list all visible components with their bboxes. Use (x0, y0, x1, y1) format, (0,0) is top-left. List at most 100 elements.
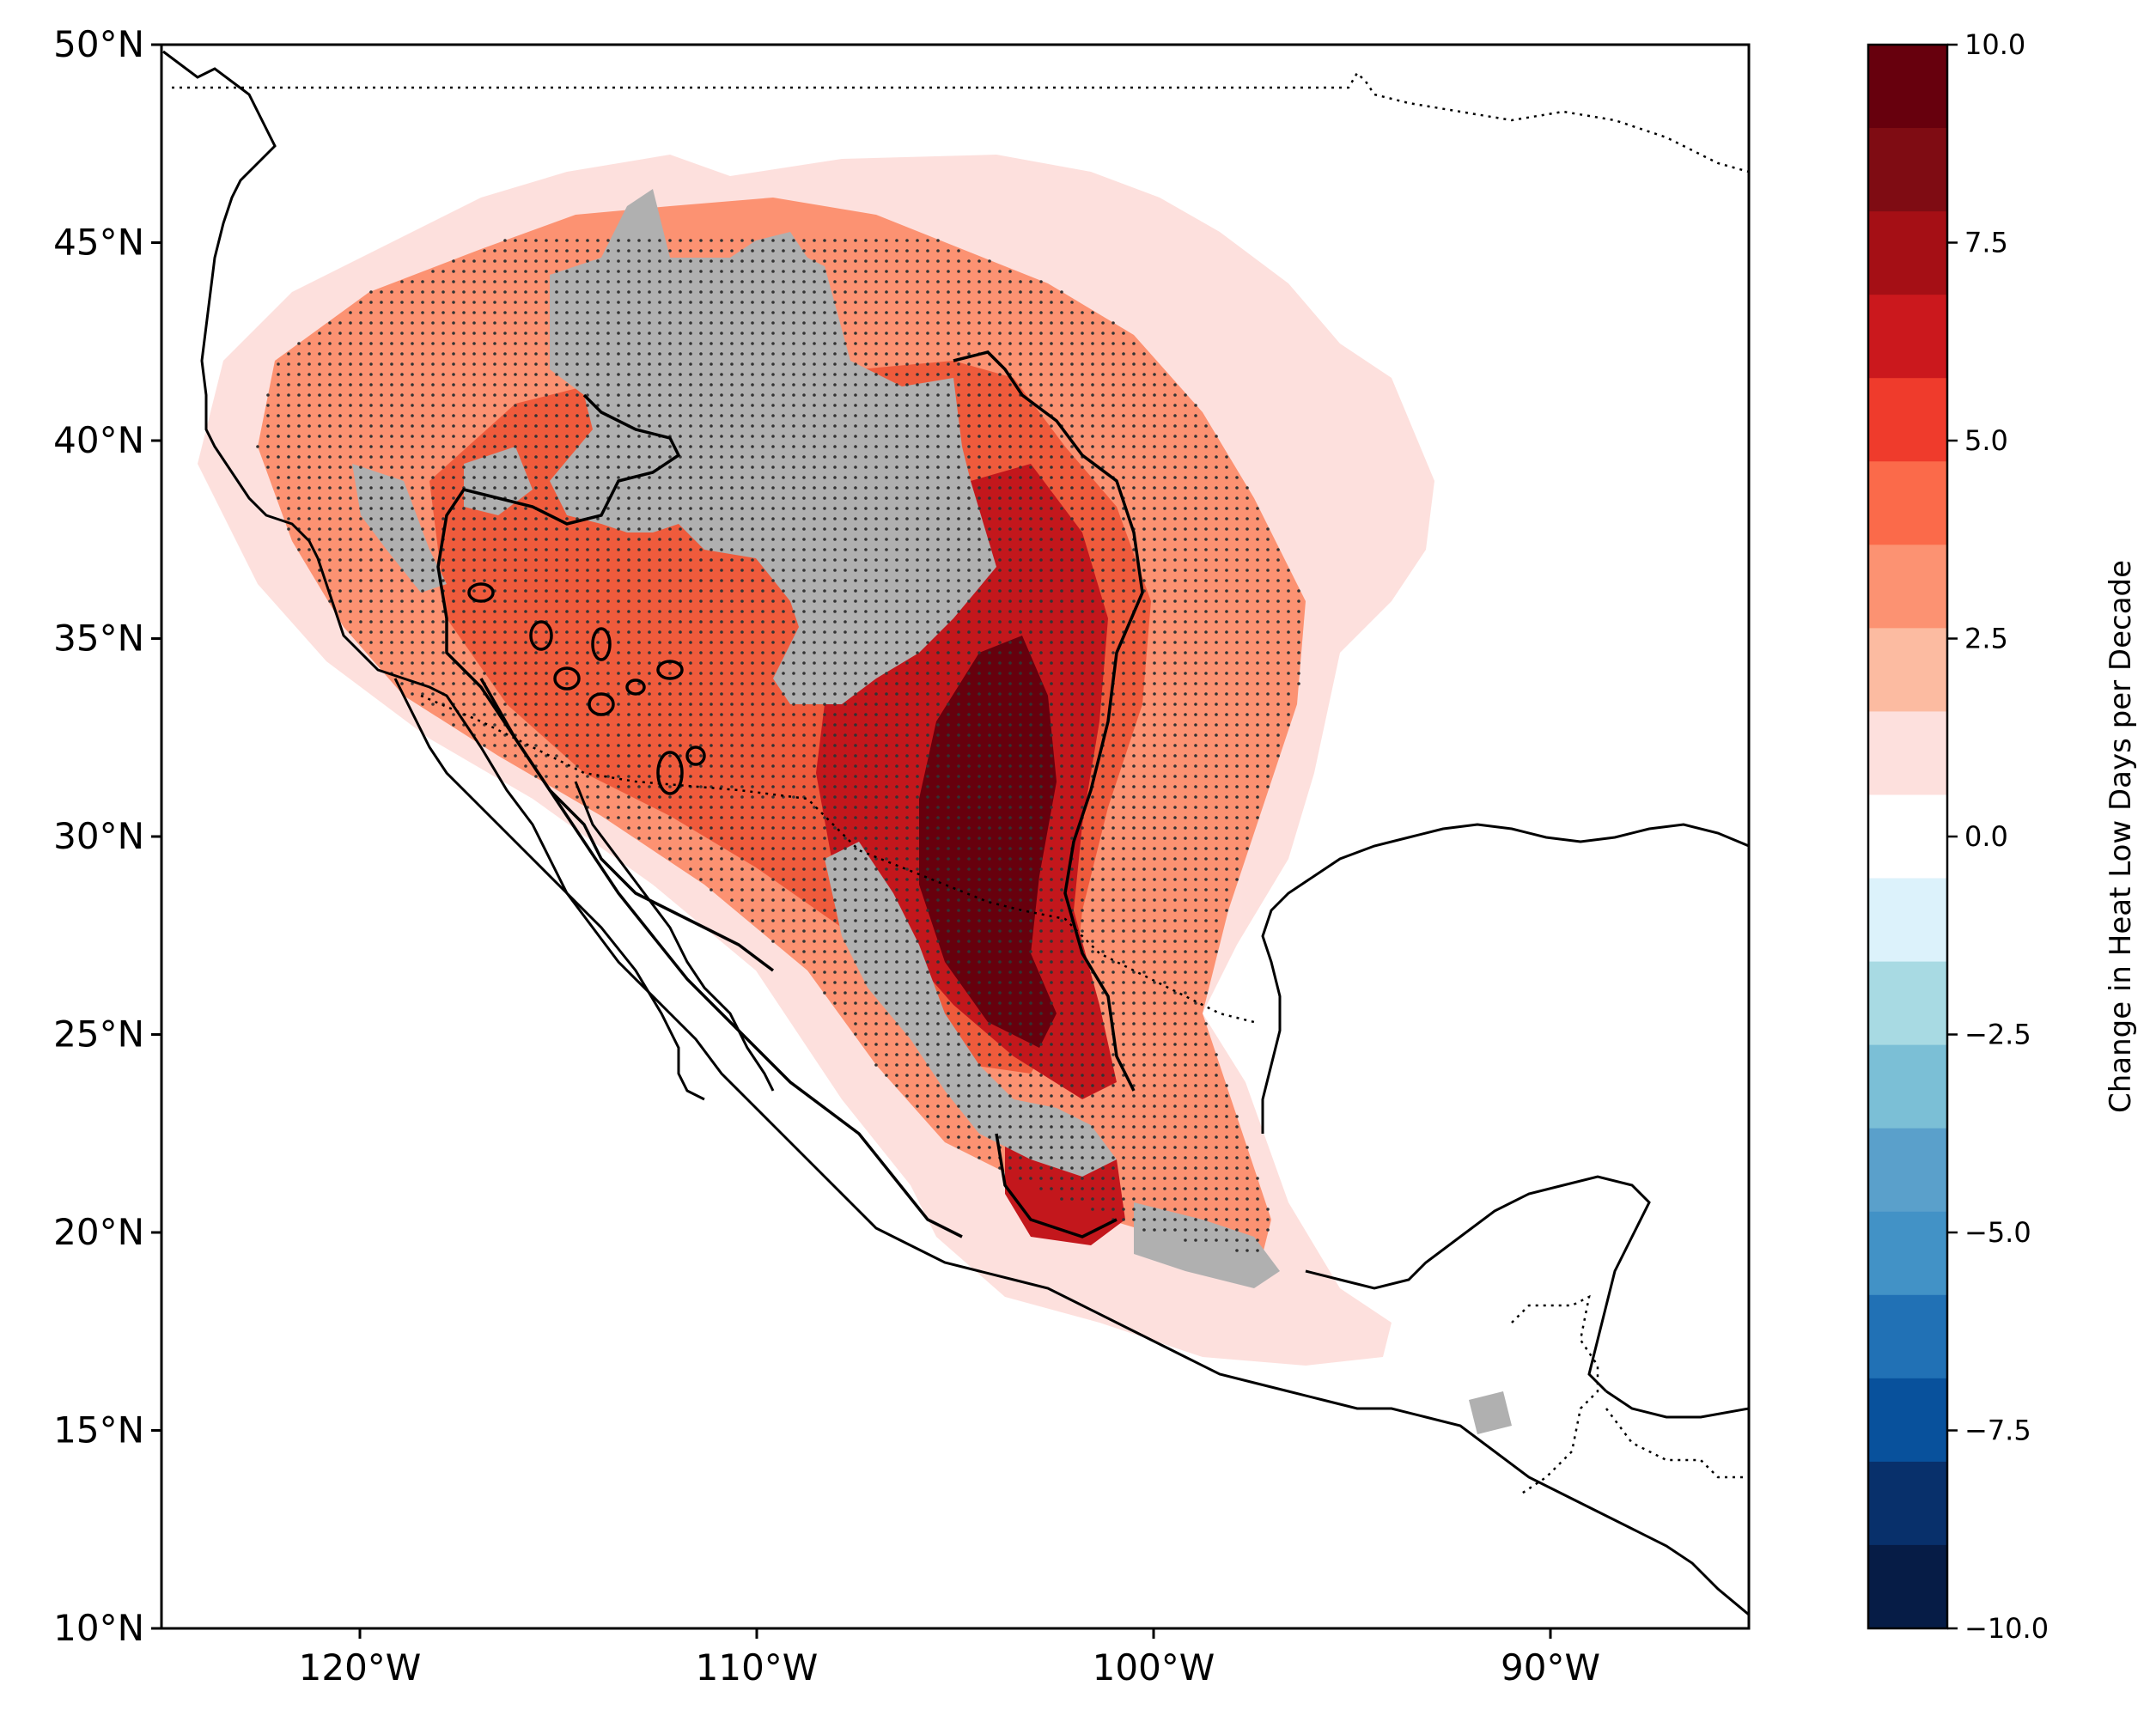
stipple-dot (699, 332, 703, 335)
stipple-dot (1019, 424, 1022, 428)
stipple-dot (483, 496, 486, 500)
stipple-dot (967, 270, 971, 273)
stipple-dot (957, 703, 960, 706)
stipple-dot (1070, 1053, 1074, 1056)
stipple-dot (926, 527, 929, 531)
stipple-dot (606, 527, 610, 531)
stipple-dot (998, 744, 1002, 747)
stipple-dot (627, 610, 630, 613)
stipple-dot (978, 538, 981, 541)
stipple-dot (967, 620, 971, 624)
stipple-dot (1019, 713, 1022, 716)
stipple-dot (710, 352, 713, 356)
stipple-dot (967, 919, 971, 922)
stipple-dot (771, 672, 775, 675)
stipple-dot (668, 517, 672, 520)
stipple-dot (277, 393, 280, 397)
stipple-dot (802, 919, 806, 922)
stipple-dot (967, 579, 971, 582)
stipple-dot (823, 393, 826, 397)
stipple-dot (606, 589, 610, 593)
stipple-dot (627, 383, 630, 386)
stipple-dot (1070, 733, 1074, 737)
stipple-dot (1039, 445, 1043, 448)
stipple-dot (740, 795, 744, 799)
stipple-dot (874, 733, 878, 737)
stipple-dot (617, 362, 620, 366)
stipple-dot (658, 641, 661, 644)
stipple-dot (792, 476, 795, 479)
stipple-dot (936, 1094, 940, 1098)
stipple-dot (720, 342, 723, 345)
stipple-dot (792, 713, 795, 716)
stipple-dot (462, 558, 466, 562)
stipple-dot (483, 517, 486, 520)
stipple-dot (699, 847, 703, 850)
stipple-dot (1060, 651, 1063, 654)
stipple-dot (1070, 1146, 1074, 1149)
stipple-dot (1091, 744, 1094, 747)
stipple-dot (957, 558, 960, 562)
stipple-dot (617, 651, 620, 654)
stipple-dot (792, 342, 795, 345)
stipple-dot (947, 301, 950, 304)
stipple-dot (926, 548, 929, 551)
stipple-dot (885, 1043, 888, 1046)
stipple-dot (658, 393, 661, 397)
stipple-dot (297, 455, 301, 459)
stipple-dot (864, 847, 868, 850)
stipple-dot (565, 599, 569, 603)
stipple-dot (957, 713, 960, 716)
stipple-dot (751, 290, 754, 294)
stipple-dot (534, 445, 538, 448)
stipple-dot (596, 342, 600, 345)
stipple-dot (864, 270, 868, 273)
stipple-dot (751, 795, 754, 799)
stipple-dot (462, 692, 466, 696)
stipple-dot (916, 723, 919, 727)
stipple-dot (1091, 1125, 1094, 1129)
stipple-dot (1081, 538, 1084, 541)
stipple-dot (658, 249, 661, 253)
stipple-dot (771, 589, 775, 593)
stipple-dot (1039, 538, 1043, 541)
stipple-dot (823, 898, 826, 902)
stipple-dot (1050, 847, 1053, 850)
stipple-dot (802, 239, 806, 242)
stipple-dot (555, 332, 558, 335)
stipple-dot (627, 579, 630, 582)
stipple-dot (1050, 733, 1053, 737)
stipple-dot (472, 507, 476, 510)
stipple-dot (359, 486, 362, 490)
stipple-dot (462, 569, 466, 572)
stipple-dot (503, 239, 507, 242)
stipple-dot (328, 517, 332, 520)
stipple-dot (874, 538, 878, 541)
stipple-dot (947, 630, 950, 634)
stipple-dot (493, 713, 496, 716)
stipple-dot (1060, 898, 1063, 902)
stipple-dot (936, 703, 940, 706)
stipple-dot (679, 393, 682, 397)
stipple-dot (586, 579, 589, 582)
stipple-dot (606, 342, 610, 345)
stipple-dot (338, 465, 342, 469)
stipple-dot (668, 569, 672, 572)
stipple-dot (926, 641, 929, 644)
stipple-dot (916, 641, 919, 644)
stipple-dot (833, 641, 837, 644)
stipple-dot (380, 486, 383, 490)
stipple-dot (823, 342, 826, 345)
stipple-dot (524, 424, 527, 428)
stipple-dot (720, 867, 723, 871)
stipple-dot (751, 909, 754, 912)
stipple-dot (452, 548, 455, 551)
stipple-dot (514, 332, 517, 335)
stipple-dot (771, 661, 775, 665)
stipple-dot (1081, 898, 1084, 902)
stipple-dot (978, 929, 981, 933)
stipple-dot (710, 383, 713, 386)
stipple-dot (730, 311, 734, 314)
stipple-dot (1029, 558, 1032, 562)
stipple-dot (421, 548, 424, 551)
